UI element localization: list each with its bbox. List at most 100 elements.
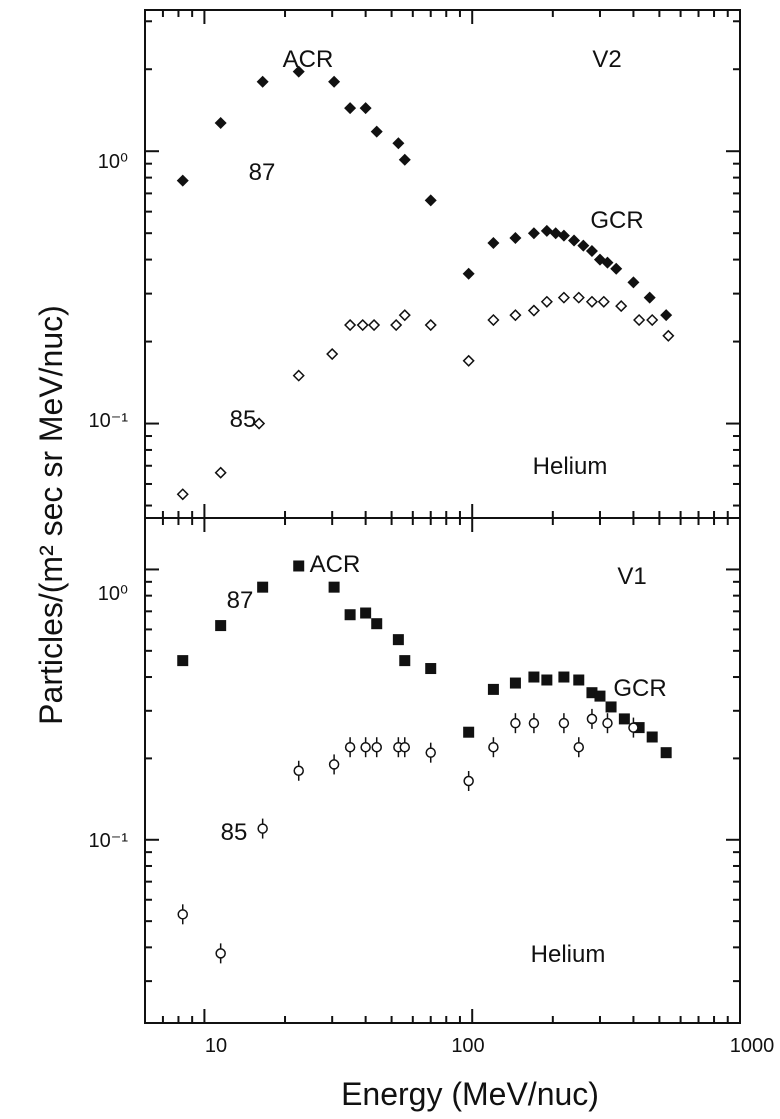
data-point-filled-diamond (527, 227, 540, 240)
data-point-filled-diamond (176, 174, 189, 187)
data-point-open-circle (215, 943, 226, 964)
data-point-filled-square (392, 634, 404, 646)
data-point-filled-diamond (660, 309, 673, 322)
data-point-open-diamond (572, 291, 585, 304)
top-acr-label: ACR (283, 46, 334, 73)
data-point-open-diamond (662, 329, 675, 342)
top-y-tick-label-1e0: 10⁰ (98, 151, 128, 173)
data-point-open-diamond (646, 313, 659, 327)
data-point-circle (510, 717, 521, 729)
x-axis-title: Energy (MeV/nuc) (341, 1076, 599, 1112)
data-point-filled-diamond (462, 267, 475, 280)
data-point-filled-diamond (601, 256, 614, 269)
data-point-circle (371, 741, 382, 753)
data-point-circle (463, 775, 474, 787)
data-point-open-diamond (462, 354, 475, 367)
bottom-spacecraft-label: V1 (617, 563, 646, 590)
data-point-filled-square (594, 690, 606, 702)
data-point-open-circle (399, 737, 411, 758)
data-point-filled-square (425, 663, 437, 675)
data-point-filled-diamond (256, 75, 269, 88)
data-point-open-diamond (390, 318, 403, 332)
data-point-open-circle (573, 737, 585, 758)
data-point-open-diamond (253, 417, 266, 430)
data-point-filled-square (371, 618, 383, 630)
data-point-filled-diamond (292, 65, 305, 78)
data-point-circle (628, 722, 639, 733)
top-series-87-label: 87 (249, 159, 276, 186)
x-tick-label-100: 100 (451, 1035, 484, 1057)
data-point-filled-square (360, 607, 372, 619)
data-point-open-diamond (344, 318, 357, 332)
bottom-series-87-label: 87 (227, 587, 254, 614)
data-point-filled-square (573, 674, 585, 686)
data-point-filled-square (558, 671, 570, 683)
data-point-open-circle (344, 737, 356, 758)
y-axis-title: Particles/(m² sec sr MeV/nuc) (33, 305, 69, 725)
data-point-open-circle (602, 713, 613, 734)
bottom-panel-frame (144, 517, 741, 1024)
data-point-circle (215, 948, 226, 959)
data-point-filled-square (646, 731, 658, 743)
tick-marks (144, 10, 741, 1023)
x-tick-label-1000: 1000 (730, 1035, 775, 1057)
data-point-filled-square (215, 620, 227, 632)
data-point-circle (293, 765, 304, 777)
data-point-circle (425, 747, 436, 758)
data-point-filled-diamond (398, 153, 411, 166)
data-point-filled-square (463, 726, 475, 738)
data-point-open-circle (177, 904, 188, 925)
data-point-open-circle (293, 760, 304, 781)
data-point-filled-square (328, 581, 340, 593)
data-point-open-diamond (424, 318, 437, 332)
data-point-open-diamond (487, 313, 500, 327)
data-point-filled-square (633, 722, 645, 734)
data-point-circle (399, 741, 411, 753)
top-spacecraft-label: V2 (592, 46, 621, 73)
top-gcr-label: GCR (590, 207, 643, 234)
data-point-circle (257, 823, 268, 834)
data-point-filled-square (293, 560, 305, 572)
data-point-filled-square (541, 674, 553, 686)
data-point-open-circle (586, 708, 598, 729)
data-point-filled-diamond (214, 116, 227, 129)
data-point-circle (573, 741, 585, 753)
data-point-open-circle (558, 713, 570, 734)
data-point-open-circle (360, 737, 371, 758)
data-point-open-diamond (292, 369, 305, 382)
data-point-filled-square (618, 713, 630, 725)
data-point-filled-square (528, 671, 540, 683)
data-point-circle (528, 717, 540, 729)
data-point-open-circle (628, 717, 639, 738)
data-point-open-diamond (214, 466, 227, 479)
data-point-filled-diamond (344, 102, 357, 115)
data-point-open-diamond (326, 347, 339, 361)
data-point-open-diamond (527, 304, 540, 317)
data-point-open-circle (510, 713, 521, 734)
data-point-open-diamond (398, 309, 411, 322)
data-point-filled-diamond (392, 137, 405, 150)
data-point-open-diamond (356, 318, 369, 332)
data-point-circle (558, 717, 570, 729)
data-point-open-circle (328, 754, 340, 775)
data-point-open-circle (425, 742, 436, 763)
data-point-circle (360, 741, 371, 753)
data-point-open-diamond (597, 295, 610, 308)
data-point-open-diamond (615, 300, 628, 313)
data-point-open-diamond (633, 313, 646, 327)
data-point-filled-diamond (585, 245, 598, 258)
data-point-filled-diamond (610, 262, 623, 275)
data-point-filled-diamond (540, 224, 553, 237)
data-point-filled-diamond (509, 232, 522, 245)
data-point-filled-diamond (577, 239, 590, 252)
data-markers (176, 65, 675, 964)
bottom-series-85-label: 85 (221, 819, 248, 846)
data-point-filled-square (605, 701, 617, 713)
data-point-open-diamond (540, 295, 553, 308)
data-point-filled-diamond (328, 75, 341, 88)
bottom-y-tick-label-1e-1: 10⁻¹ (89, 830, 129, 852)
data-point-filled-square (177, 655, 189, 667)
data-point-filled-square (399, 655, 411, 667)
bottom-y-tick-label-1e0: 10⁰ (98, 583, 128, 605)
